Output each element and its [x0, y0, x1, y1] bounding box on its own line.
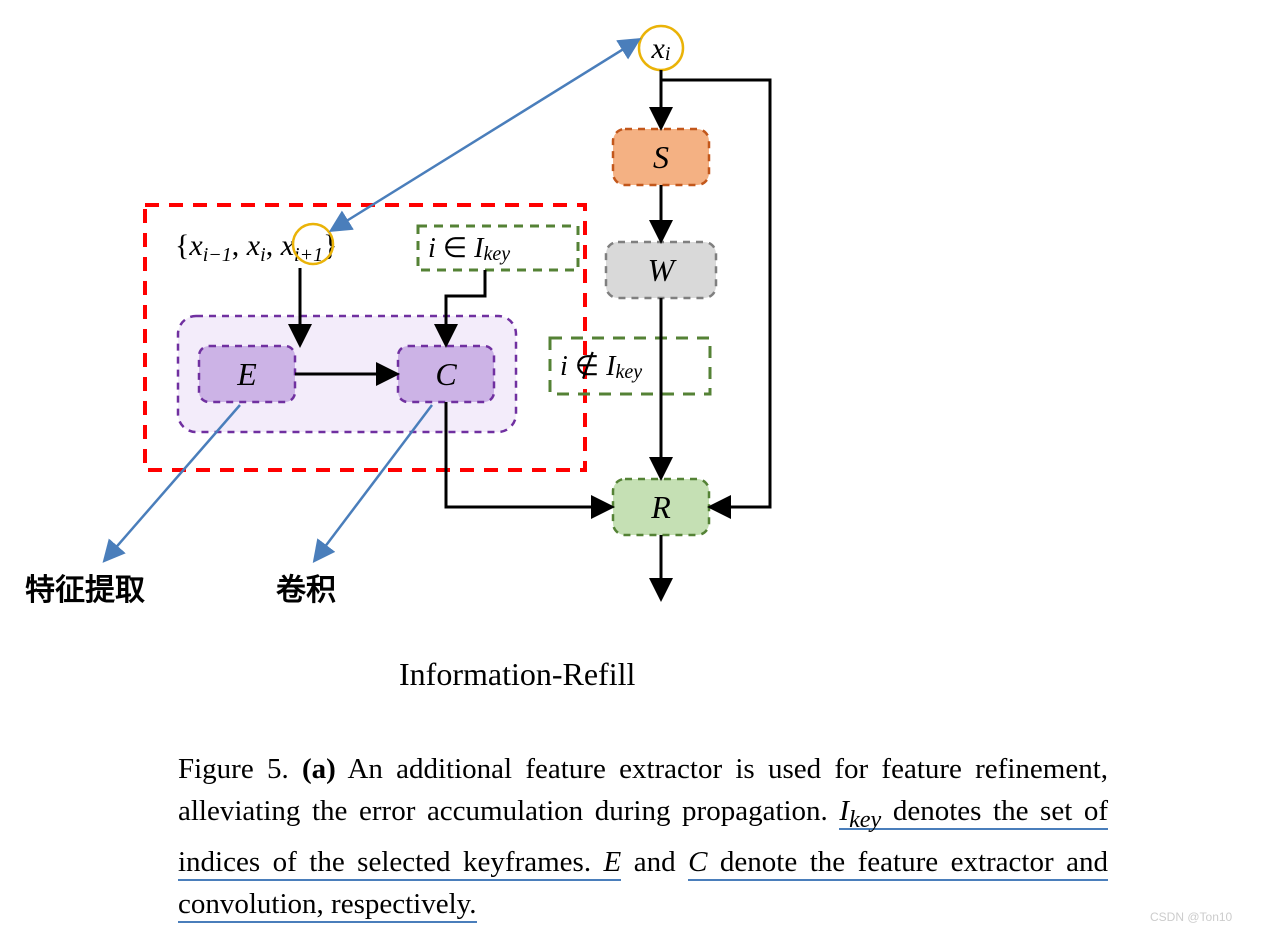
block-S: S	[613, 129, 709, 185]
block-W: W	[606, 242, 716, 298]
caption-prefix: Figure 5.	[178, 753, 302, 785]
diagram-title: Information-Refill	[399, 656, 635, 692]
svg-text:S: S	[653, 139, 669, 175]
frames-set-label: {xi−1, xi, xi+1}	[175, 229, 337, 266]
block-C: C	[398, 346, 494, 402]
block-R: R	[613, 479, 709, 535]
annot-arrow-E-annot	[105, 405, 240, 560]
figure-caption: Figure 5. (a) An additional feature extr…	[178, 748, 1108, 925]
condition-i-notin-ikey: i ∉ Ikey	[550, 338, 710, 394]
svg-text:W: W	[648, 252, 678, 288]
annot-arrow-xi-link	[332, 40, 638, 230]
annotation-convolution: 卷积	[276, 574, 336, 607]
svg-text:C: C	[435, 356, 457, 392]
watermark: CSDN @Ton10	[1150, 910, 1232, 924]
input-xi: xi	[639, 26, 683, 70]
condition-i-in-ikey: i ∈ Ikey	[418, 226, 578, 270]
annotation-arrows	[105, 40, 638, 560]
svg-text:R: R	[650, 489, 671, 525]
svg-text:i ∈ Ikey: i ∈ Ikey	[428, 233, 510, 266]
svg-text:E: E	[236, 356, 257, 392]
annotation-feature-extraction: 特征提取	[25, 574, 145, 607]
caption-E: E	[604, 846, 622, 881]
svg-text:i ∉ Ikey: i ∉ Ikey	[560, 351, 642, 384]
block-E: E	[199, 346, 295, 402]
caption-subfig: (a)	[302, 753, 336, 785]
caption-and: and	[621, 846, 688, 878]
